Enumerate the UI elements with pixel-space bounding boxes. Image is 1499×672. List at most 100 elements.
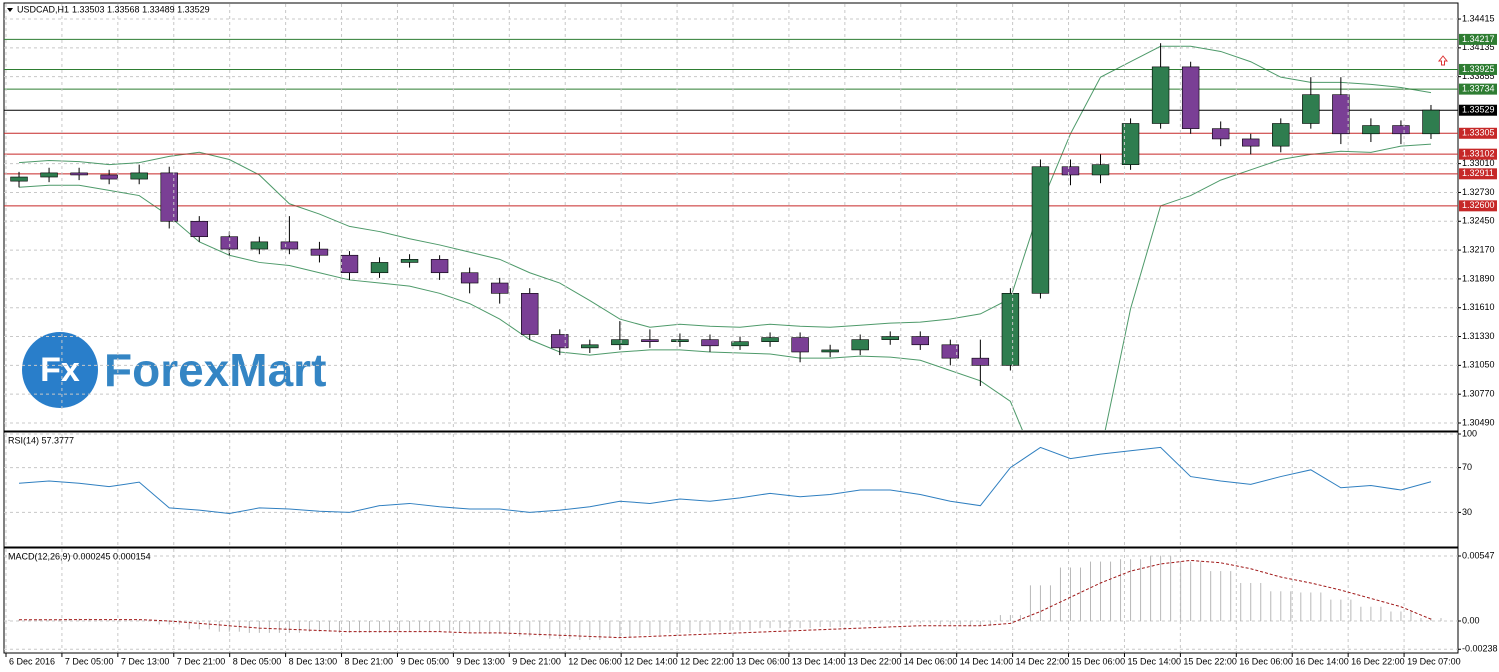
x-tick-label: 12 Dec 06:00 <box>568 656 622 666</box>
level-tag <box>1459 168 1497 180</box>
level-tag <box>1459 148 1497 160</box>
rsi-title: RSI(14) 57.3777 <box>8 435 74 445</box>
level-label: 1.33102 <box>1462 149 1495 159</box>
candle-body <box>370 262 389 274</box>
panels <box>3 2 1459 654</box>
x-tick-label: 14 Dec 14:00 <box>960 656 1014 666</box>
x-tick-label: 19 Dec 07:00 <box>1407 656 1461 666</box>
y-tick-label: 1.34415 <box>1462 13 1495 23</box>
y-tick-label: 1.31890 <box>1462 273 1495 283</box>
y-tick-label: 70 <box>1462 462 1472 472</box>
candle-body <box>971 357 990 366</box>
rsi-panel <box>3 431 1459 548</box>
candle-body <box>821 349 839 353</box>
bollinger-lower <box>18 143 1432 430</box>
candle-body <box>731 341 749 347</box>
bollinger-upper <box>18 45 1432 328</box>
candle-body <box>10 176 28 182</box>
level-tag <box>1459 63 1497 75</box>
candle-body <box>1181 66 1200 129</box>
logo-text: Fx <box>40 351 80 389</box>
candle-body <box>1272 123 1290 147</box>
level-label: 1.33925 <box>1462 64 1495 74</box>
x-tick-label: 15 Dec 06:00 <box>1072 656 1126 666</box>
rsi-line <box>18 446 1432 515</box>
panel-content <box>4 18 1458 430</box>
symbol-title: USDCAD,H1 <box>17 4 69 14</box>
candle-body <box>671 339 689 342</box>
candle-body <box>490 282 509 294</box>
level-label: 1.33305 <box>1462 128 1495 138</box>
y-tick-label: 1.34135 <box>1462 42 1495 52</box>
brand-text: ForexMart <box>104 344 326 396</box>
quote-text: 1.33503 1.33568 1.33489 1.33529 <box>72 4 210 14</box>
y-tick-label: 100 <box>1462 428 1477 438</box>
x-tick-label: 8 Dec 13:00 <box>289 656 338 666</box>
x-tick-label: 16 Dec 06:00 <box>1239 656 1293 666</box>
level-label: 1.32600 <box>1462 200 1495 210</box>
x-tick-label: 7 Dec 13:00 <box>121 656 170 666</box>
candle-body <box>791 337 809 353</box>
alert-arrow <box>1437 55 1449 66</box>
panel-content <box>4 433 1458 515</box>
macd-title: MACD(12,26,9) 0.000245 0.000154 <box>8 551 151 561</box>
main-panel <box>3 2 1459 432</box>
candle-body <box>701 339 719 347</box>
candle-body <box>1211 128 1230 140</box>
candle-body <box>1091 164 1110 176</box>
level-label: 1.32911 <box>1462 168 1494 178</box>
candle-body <box>1242 138 1260 147</box>
x-tick-label: 8 Dec 05:00 <box>233 656 282 666</box>
level-tag <box>1459 127 1497 139</box>
candle-body <box>250 241 269 250</box>
level-label: 1.34217 <box>1462 34 1495 44</box>
logo-circle <box>22 332 98 408</box>
candle-body <box>1362 125 1380 135</box>
candle-body <box>761 337 779 342</box>
level-tag <box>1459 83 1497 95</box>
y-tick-label: 0.00 <box>1462 615 1480 625</box>
candle-body <box>160 172 178 222</box>
x-tick-label: 6 Dec 2016 <box>9 656 55 666</box>
y-tick-label: 1.32730 <box>1462 187 1495 197</box>
x-tick-label: 15 Dec 14:00 <box>1127 656 1181 666</box>
macd-signal <box>19 559 1432 639</box>
y-tick-label: 1.32450 <box>1462 216 1495 226</box>
x-tick-label: 13 Dec 14:00 <box>792 656 846 666</box>
y-tick-label: 1.33010 <box>1462 158 1495 168</box>
menu-arrow[interactable] <box>7 8 13 12</box>
candle-body <box>40 172 58 178</box>
candle-body <box>340 254 359 274</box>
x-tick-label: 16 Dec 22:00 <box>1351 656 1405 666</box>
x-tick-label: 13 Dec 06:00 <box>736 656 790 666</box>
x-tick-label: 15 Dec 22:00 <box>1183 656 1237 666</box>
y-tick-label: -0.00238 <box>1462 644 1498 654</box>
candle-body <box>641 339 659 342</box>
candle-body <box>581 344 599 349</box>
candle-body <box>1001 293 1020 366</box>
candle-body <box>611 339 629 346</box>
candle-body <box>1392 125 1410 135</box>
candle-body <box>941 344 960 359</box>
watermark: Fx ForexMart <box>22 332 326 408</box>
candle-body <box>310 248 329 256</box>
candle-body <box>1031 166 1050 294</box>
candle-body <box>1332 94 1350 135</box>
x-tick-label: 7 Dec 05:00 <box>65 656 114 666</box>
y-tick-label: 30 <box>1462 507 1472 517</box>
x-tick-label: 12 Dec 14:00 <box>624 656 678 666</box>
y-tick-label: 1.31610 <box>1462 302 1495 312</box>
macd-panel <box>3 547 1459 654</box>
y-tick-label: 1.32170 <box>1462 244 1495 254</box>
candle-body <box>70 172 88 176</box>
candle-body <box>551 334 569 349</box>
x-tick-label: 9 Dec 13:00 <box>456 656 505 666</box>
level-label: 1.33529 <box>1462 105 1495 115</box>
level-tag <box>1459 104 1497 116</box>
y-tick-label: 1.30770 <box>1462 389 1495 399</box>
candle-body <box>911 336 929 346</box>
candle-body <box>220 236 239 250</box>
